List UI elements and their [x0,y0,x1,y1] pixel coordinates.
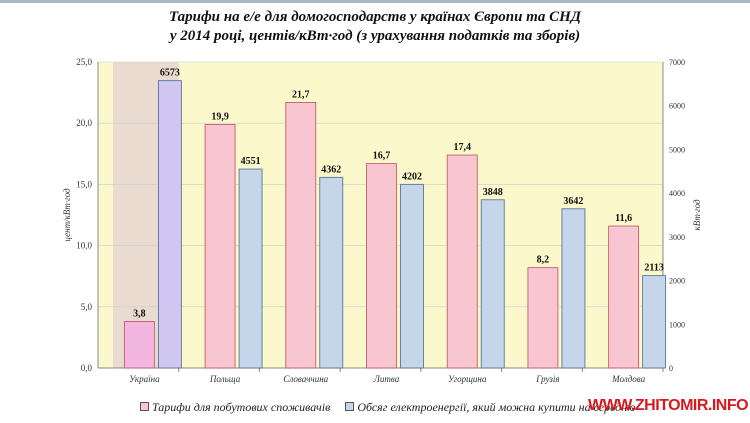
x-tick-label: Угорщина [448,374,487,384]
bar-volume [319,176,344,369]
top-border [0,0,750,3]
title-line-2: у 2014 році, центів/кВт·год (з урахуванн… [169,28,581,44]
title-line-1: Тарифи на е/е для домогосподарств у краї… [168,9,581,25]
x-tick-label: Словаччина [283,374,328,384]
y2-tick-label: 4000 [669,189,685,198]
y-tick-label: 5,0 [81,302,93,312]
y2-tick-label: 5000 [669,145,685,154]
y2-tick-label: 1000 [669,320,685,329]
bar-tariff [123,321,155,369]
y-tick-label: 10,0 [76,241,92,251]
bar-tariff [366,163,397,369]
data-label-volume: 3642 [563,196,583,207]
y2-tick-label: 0 [669,364,673,373]
bar-tariff [285,101,317,369]
y2-tick-label: 2000 [669,277,685,286]
data-label-volume: 4202 [402,171,422,182]
bar-tariff [446,154,478,369]
y-axis-label: цент/кВт·год [62,188,72,242]
legend: Тарифи для побутових споживачів Обсяг ел… [140,400,636,415]
bar-tariff [527,267,559,369]
x-tick-label: Україна [129,374,160,384]
data-label-tariff: 17,4 [453,142,471,153]
legend-label-tariffs: Тарифи для побутових споживачів [152,400,331,414]
data-label-tariff: 3,8 [133,308,146,319]
y-tick-label: 25,0 [76,57,92,67]
data-label-volume: 4362 [321,164,341,175]
x-tick-label: Молдова [611,374,645,384]
data-label-volume: 6573 [160,68,180,79]
data-label-tariff: 19,9 [211,111,229,122]
bar-tariff [204,124,236,369]
bar-volume [157,80,182,369]
y-tick-label: 0,0 [81,363,93,373]
y-tick-label: 20,0 [76,118,92,128]
data-label-tariff: 21,7 [292,89,310,100]
legend-label-volume: Обсяг електроенергії, який можна купити … [357,400,636,414]
bar-volume [561,208,586,369]
x-tick-label: Литва [373,374,400,384]
y-tick-label: 15,0 [76,179,92,189]
bar-volume [400,183,424,369]
data-label-volume: 3848 [483,187,503,198]
data-label-tariff: 11,6 [615,213,632,224]
data-label-volume: 4551 [241,156,261,167]
legend-swatch-volume [345,402,355,411]
chart-title: Тарифи на е/е для домогосподарств у краї… [0,8,750,46]
bar-volume [238,168,263,369]
bar-volume [480,199,505,369]
bar-volume [642,275,667,369]
bar-tariff [608,225,640,369]
y2-tick-label: 7000 [669,58,685,67]
data-label-tariff: 16,7 [373,151,391,162]
x-tick-label: Грузія [535,374,559,384]
watermark: WWW.ZHITOMIR.INFO [588,397,749,414]
legend-swatch-tariffs [140,402,149,411]
data-label-volume: 2113 [644,263,663,274]
y2-tick-label: 6000 [669,102,685,111]
y2-axis-label: кВт·год [692,199,702,230]
data-label-tariff: 8,2 [537,255,550,266]
x-tick-label: Польща [209,374,241,384]
y2-tick-label: 3000 [669,233,685,242]
